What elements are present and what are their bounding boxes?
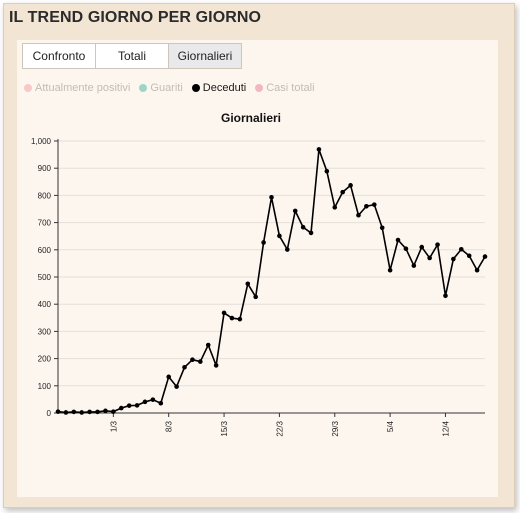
- data-point[interactable]: [142, 399, 148, 405]
- data-point[interactable]: [166, 374, 172, 380]
- data-point[interactable]: [95, 409, 100, 415]
- y-tick-label: 300: [38, 327, 52, 336]
- data-point[interactable]: [103, 408, 108, 414]
- data-point[interactable]: [229, 315, 235, 321]
- data-point[interactable]: [190, 357, 195, 362]
- data-point[interactable]: [340, 189, 345, 195]
- chart-legend: Attualmente positivi Guariti Deceduti Ca…: [24, 82, 324, 94]
- page-title: IL TREND GIORNO PER GIORNO: [9, 9, 262, 26]
- data-point[interactable]: [205, 342, 211, 348]
- legend-label: Guariti: [150, 82, 183, 94]
- x-tick-label: 29/3: [331, 420, 340, 436]
- y-tick-label: 400: [38, 300, 52, 309]
- data-point[interactable]: [245, 281, 251, 287]
- data-point[interactable]: [482, 254, 488, 259]
- data-point[interactable]: [253, 294, 258, 300]
- legend-dot-icon: [255, 84, 264, 92]
- legend-label: Attualmente positivi: [35, 82, 131, 94]
- tab-bar: Confronto Totali Giornalieri: [22, 43, 242, 69]
- data-point[interactable]: [364, 203, 369, 209]
- data-point[interactable]: [71, 409, 77, 415]
- x-tick-label: 1/3: [109, 420, 118, 432]
- data-point[interactable]: [308, 230, 314, 236]
- data-point[interactable]: [403, 246, 409, 252]
- data-point[interactable]: [63, 410, 69, 415]
- chart-panel: Confronto Totali Giornalieri Attualmente…: [17, 40, 498, 497]
- data-point[interactable]: [458, 246, 464, 252]
- x-tick-label: 15/3: [220, 420, 229, 436]
- data-point[interactable]: [356, 212, 361, 218]
- y-tick-label: 1,000: [31, 137, 52, 146]
- data-point[interactable]: [379, 225, 385, 231]
- data-point[interactable]: [435, 242, 440, 247]
- x-tick-label: 12/4: [441, 420, 450, 436]
- legend-dot-icon: [191, 84, 200, 92]
- data-point[interactable]: [316, 147, 322, 152]
- data-point[interactable]: [79, 410, 85, 415]
- data-point[interactable]: [332, 205, 338, 210]
- data-point[interactable]: [126, 403, 132, 408]
- y-tick-label: 700: [38, 219, 52, 228]
- legend-dot-icon: [139, 84, 148, 92]
- data-point[interactable]: [387, 267, 393, 273]
- y-tick-label: 600: [38, 246, 52, 255]
- data-point[interactable]: [213, 363, 219, 368]
- legend-item-guariti[interactable]: Guariti: [139, 82, 183, 94]
- data-point[interactable]: [474, 267, 480, 273]
- data-point[interactable]: [198, 359, 203, 364]
- data-point[interactable]: [300, 224, 306, 230]
- data-point[interactable]: [182, 365, 187, 370]
- x-tick-label: 8/3: [165, 420, 174, 432]
- x-tick-label: 5/4: [386, 420, 395, 432]
- data-point[interactable]: [466, 253, 472, 259]
- tab-giornalieri[interactable]: Giornalieri: [168, 43, 242, 69]
- data-point[interactable]: [134, 403, 140, 408]
- data-point[interactable]: [118, 405, 124, 411]
- data-point[interactable]: [158, 400, 164, 406]
- line-chart: Giornalieri 0 100 200 300 400 500 600 700 800 900…: [31, 111, 488, 437]
- data-point[interactable]: [285, 247, 290, 252]
- data-point[interactable]: [221, 310, 227, 316]
- legend-item-casi-totali[interactable]: Casi totali: [255, 82, 315, 94]
- legend-dot-icon: [24, 84, 32, 92]
- y-tick-label: 500: [38, 273, 52, 282]
- data-point[interactable]: [150, 397, 156, 402]
- data-point[interactable]: [427, 255, 432, 261]
- data-point[interactable]: [451, 256, 456, 262]
- y-tick-label: 0: [47, 409, 52, 418]
- y-tick-label: 200: [38, 355, 52, 364]
- data-point[interactable]: [292, 208, 298, 214]
- tab-confronto[interactable]: Confronto: [22, 43, 96, 69]
- data-point[interactable]: [395, 237, 401, 243]
- data-point[interactable]: [237, 316, 243, 322]
- data-point[interactable]: [324, 168, 330, 174]
- data-point[interactable]: [443, 293, 448, 299]
- legend-item-attualmente-positivi[interactable]: Attualmente positivi: [24, 82, 130, 94]
- y-tick-label: 800: [38, 191, 52, 200]
- legend-label: Deceduti: [202, 82, 247, 94]
- data-point[interactable]: [269, 195, 274, 200]
- y-tick-label: 900: [38, 164, 52, 173]
- data-point[interactable]: [371, 202, 377, 207]
- data-point[interactable]: [277, 233, 282, 239]
- data-point[interactable]: [55, 409, 61, 414]
- data-point[interactable]: [261, 240, 266, 245]
- data-point[interactable]: [87, 409, 92, 415]
- data-point[interactable]: [419, 244, 425, 250]
- y-tick-label: 100: [38, 382, 52, 391]
- data-point[interactable]: [174, 384, 179, 389]
- series-line-deceduti: [57, 148, 486, 414]
- legend-label: Casi totali: [266, 82, 315, 94]
- chart-title: Giornalieri: [221, 111, 281, 125]
- x-tick-label: 22/3: [275, 420, 284, 436]
- data-point[interactable]: [411, 263, 417, 268]
- legend-item-deceduti[interactable]: Deceduti: [191, 82, 247, 94]
- data-point[interactable]: [348, 183, 353, 188]
- data-point[interactable]: [111, 409, 116, 414]
